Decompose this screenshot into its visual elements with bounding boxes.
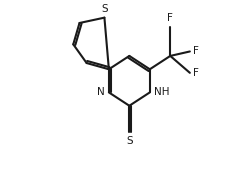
Text: F: F: [192, 68, 198, 78]
Text: S: S: [126, 136, 133, 146]
Text: NH: NH: [154, 87, 170, 97]
Text: S: S: [101, 4, 108, 14]
Text: F: F: [192, 47, 198, 56]
Text: F: F: [167, 13, 173, 23]
Text: N: N: [97, 87, 104, 97]
